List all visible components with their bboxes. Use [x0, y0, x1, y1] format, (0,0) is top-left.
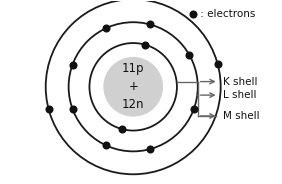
Text: M shell: M shell	[223, 111, 259, 121]
Text: K shell: K shell	[223, 77, 257, 87]
Circle shape	[104, 58, 162, 116]
Text: L shell: L shell	[223, 90, 256, 100]
Text: : electrons: : electrons	[197, 9, 255, 19]
Text: 11p
+
12n: 11p + 12n	[122, 62, 144, 111]
